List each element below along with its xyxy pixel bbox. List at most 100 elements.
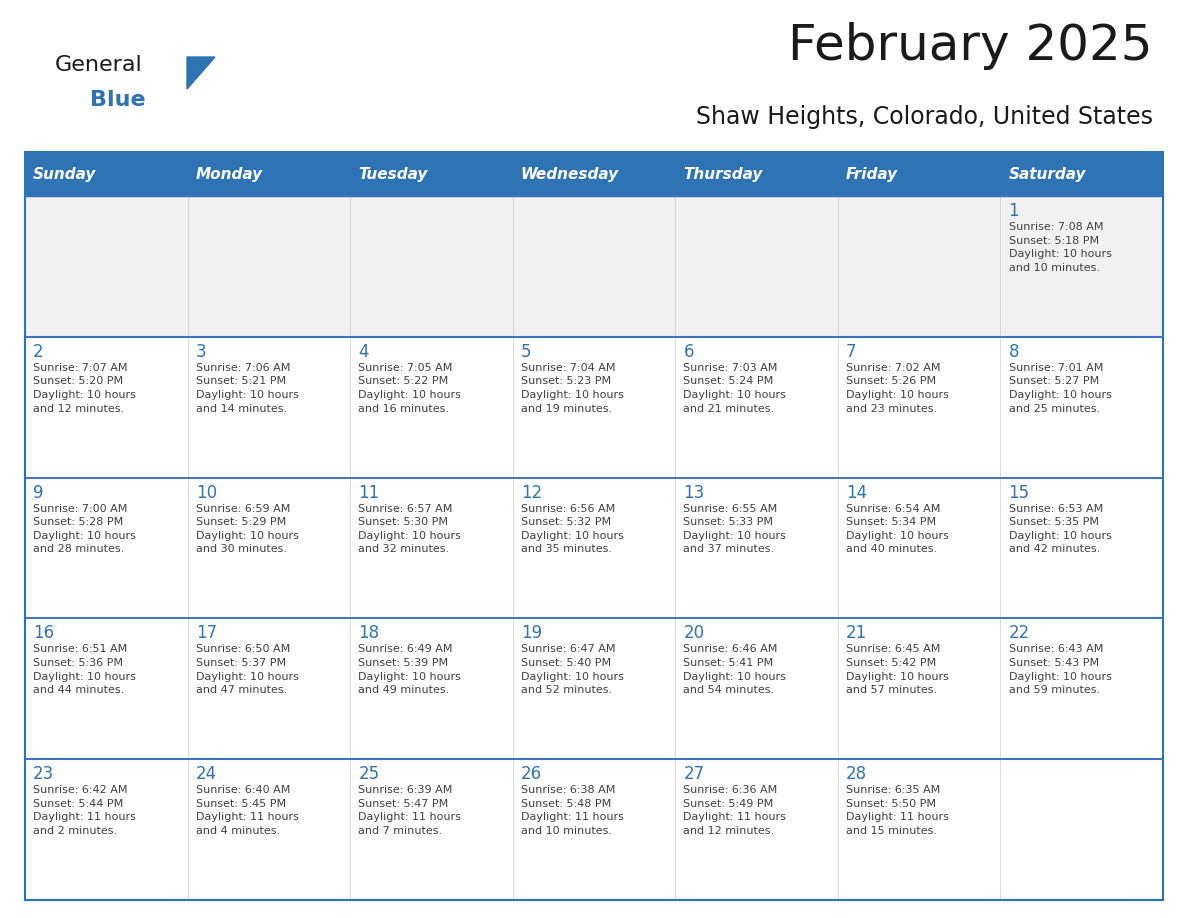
Text: Sunrise: 6:43 AM
Sunset: 5:43 PM
Daylight: 10 hours
and 59 minutes.: Sunrise: 6:43 AM Sunset: 5:43 PM Dayligh… xyxy=(1009,644,1112,695)
Text: Sunrise: 7:02 AM
Sunset: 5:26 PM
Daylight: 10 hours
and 23 minutes.: Sunrise: 7:02 AM Sunset: 5:26 PM Dayligh… xyxy=(846,363,949,414)
Text: 18: 18 xyxy=(359,624,379,643)
Bar xyxy=(513,477,675,619)
Text: Sunrise: 6:50 AM
Sunset: 5:37 PM
Daylight: 10 hours
and 47 minutes.: Sunrise: 6:50 AM Sunset: 5:37 PM Dayligh… xyxy=(196,644,298,695)
Bar xyxy=(1000,477,1163,619)
Bar xyxy=(25,337,188,477)
Bar xyxy=(25,759,188,900)
Bar xyxy=(838,337,1000,477)
Text: Sunrise: 6:57 AM
Sunset: 5:30 PM
Daylight: 10 hours
and 32 minutes.: Sunrise: 6:57 AM Sunset: 5:30 PM Dayligh… xyxy=(359,504,461,554)
Bar xyxy=(350,759,513,900)
Bar xyxy=(513,619,675,759)
Text: Monday: Monday xyxy=(196,166,263,182)
Bar xyxy=(188,619,350,759)
Polygon shape xyxy=(187,57,215,89)
Text: 12: 12 xyxy=(520,484,542,501)
Bar xyxy=(25,152,188,196)
Bar xyxy=(513,337,675,477)
Text: 23: 23 xyxy=(33,766,55,783)
Bar xyxy=(675,152,838,196)
Text: Sunrise: 7:07 AM
Sunset: 5:20 PM
Daylight: 10 hours
and 12 minutes.: Sunrise: 7:07 AM Sunset: 5:20 PM Dayligh… xyxy=(33,363,135,414)
Text: Sunrise: 6:55 AM
Sunset: 5:33 PM
Daylight: 10 hours
and 37 minutes.: Sunrise: 6:55 AM Sunset: 5:33 PM Dayligh… xyxy=(683,504,786,554)
Text: Sunrise: 7:06 AM
Sunset: 5:21 PM
Daylight: 10 hours
and 14 minutes.: Sunrise: 7:06 AM Sunset: 5:21 PM Dayligh… xyxy=(196,363,298,414)
Text: 16: 16 xyxy=(33,624,55,643)
Text: 26: 26 xyxy=(520,766,542,783)
Text: 14: 14 xyxy=(846,484,867,501)
Text: Sunrise: 6:38 AM
Sunset: 5:48 PM
Daylight: 11 hours
and 10 minutes.: Sunrise: 6:38 AM Sunset: 5:48 PM Dayligh… xyxy=(520,785,624,836)
Bar xyxy=(350,196,513,337)
Text: 9: 9 xyxy=(33,484,44,501)
Text: Sunrise: 6:42 AM
Sunset: 5:44 PM
Daylight: 11 hours
and 2 minutes.: Sunrise: 6:42 AM Sunset: 5:44 PM Dayligh… xyxy=(33,785,135,836)
Bar xyxy=(350,619,513,759)
Bar xyxy=(25,619,188,759)
Text: Wednesday: Wednesday xyxy=(520,166,619,182)
Bar xyxy=(513,196,675,337)
Bar xyxy=(350,337,513,477)
Text: Sunday: Sunday xyxy=(33,166,96,182)
Bar xyxy=(838,619,1000,759)
Text: 21: 21 xyxy=(846,624,867,643)
Bar xyxy=(350,152,513,196)
Text: Sunrise: 7:04 AM
Sunset: 5:23 PM
Daylight: 10 hours
and 19 minutes.: Sunrise: 7:04 AM Sunset: 5:23 PM Dayligh… xyxy=(520,363,624,414)
Text: 7: 7 xyxy=(846,342,857,361)
Bar xyxy=(513,759,675,900)
Bar xyxy=(188,337,350,477)
Bar xyxy=(1000,337,1163,477)
Bar xyxy=(188,196,350,337)
Bar xyxy=(675,619,838,759)
Bar xyxy=(25,477,188,619)
Text: 2: 2 xyxy=(33,342,44,361)
Text: 8: 8 xyxy=(1009,342,1019,361)
Text: 28: 28 xyxy=(846,766,867,783)
Text: 15: 15 xyxy=(1009,484,1030,501)
Text: 1: 1 xyxy=(1009,202,1019,220)
Text: Blue: Blue xyxy=(90,90,146,110)
Text: 27: 27 xyxy=(683,766,704,783)
Text: Sunrise: 6:47 AM
Sunset: 5:40 PM
Daylight: 10 hours
and 52 minutes.: Sunrise: 6:47 AM Sunset: 5:40 PM Dayligh… xyxy=(520,644,624,695)
Text: 22: 22 xyxy=(1009,624,1030,643)
Text: Shaw Heights, Colorado, United States: Shaw Heights, Colorado, United States xyxy=(696,105,1154,129)
Bar xyxy=(838,152,1000,196)
Text: February 2025: February 2025 xyxy=(789,22,1154,70)
Text: 11: 11 xyxy=(359,484,379,501)
Text: 3: 3 xyxy=(196,342,207,361)
Text: Sunrise: 6:59 AM
Sunset: 5:29 PM
Daylight: 10 hours
and 30 minutes.: Sunrise: 6:59 AM Sunset: 5:29 PM Dayligh… xyxy=(196,504,298,554)
Text: Sunrise: 6:49 AM
Sunset: 5:39 PM
Daylight: 10 hours
and 49 minutes.: Sunrise: 6:49 AM Sunset: 5:39 PM Dayligh… xyxy=(359,644,461,695)
Text: Sunrise: 7:01 AM
Sunset: 5:27 PM
Daylight: 10 hours
and 25 minutes.: Sunrise: 7:01 AM Sunset: 5:27 PM Dayligh… xyxy=(1009,363,1112,414)
Text: Thursday: Thursday xyxy=(683,166,763,182)
Text: 6: 6 xyxy=(683,342,694,361)
Bar xyxy=(1000,152,1163,196)
Text: Sunrise: 6:53 AM
Sunset: 5:35 PM
Daylight: 10 hours
and 42 minutes.: Sunrise: 6:53 AM Sunset: 5:35 PM Dayligh… xyxy=(1009,504,1112,554)
Bar xyxy=(675,477,838,619)
Bar xyxy=(838,477,1000,619)
Text: General: General xyxy=(55,55,143,75)
Bar xyxy=(675,196,838,337)
Text: 10: 10 xyxy=(196,484,217,501)
Text: Sunrise: 6:36 AM
Sunset: 5:49 PM
Daylight: 11 hours
and 12 minutes.: Sunrise: 6:36 AM Sunset: 5:49 PM Dayligh… xyxy=(683,785,786,836)
Bar xyxy=(188,759,350,900)
Bar xyxy=(675,759,838,900)
Bar xyxy=(1000,196,1163,337)
Bar xyxy=(25,152,1163,900)
Text: 25: 25 xyxy=(359,766,379,783)
Text: 24: 24 xyxy=(196,766,217,783)
Bar xyxy=(350,477,513,619)
Text: Sunrise: 7:00 AM
Sunset: 5:28 PM
Daylight: 10 hours
and 28 minutes.: Sunrise: 7:00 AM Sunset: 5:28 PM Dayligh… xyxy=(33,504,135,554)
Bar xyxy=(1000,619,1163,759)
Bar xyxy=(1000,759,1163,900)
Text: Sunrise: 6:39 AM
Sunset: 5:47 PM
Daylight: 11 hours
and 7 minutes.: Sunrise: 6:39 AM Sunset: 5:47 PM Dayligh… xyxy=(359,785,461,836)
Text: Saturday: Saturday xyxy=(1009,166,1086,182)
Text: Sunrise: 7:08 AM
Sunset: 5:18 PM
Daylight: 10 hours
and 10 minutes.: Sunrise: 7:08 AM Sunset: 5:18 PM Dayligh… xyxy=(1009,222,1112,273)
Text: Sunrise: 6:54 AM
Sunset: 5:34 PM
Daylight: 10 hours
and 40 minutes.: Sunrise: 6:54 AM Sunset: 5:34 PM Dayligh… xyxy=(846,504,949,554)
Bar xyxy=(188,152,350,196)
Text: 4: 4 xyxy=(359,342,368,361)
Bar xyxy=(838,196,1000,337)
Text: Tuesday: Tuesday xyxy=(359,166,428,182)
Text: 20: 20 xyxy=(683,624,704,643)
Text: Sunrise: 7:05 AM
Sunset: 5:22 PM
Daylight: 10 hours
and 16 minutes.: Sunrise: 7:05 AM Sunset: 5:22 PM Dayligh… xyxy=(359,363,461,414)
Text: Sunrise: 7:03 AM
Sunset: 5:24 PM
Daylight: 10 hours
and 21 minutes.: Sunrise: 7:03 AM Sunset: 5:24 PM Dayligh… xyxy=(683,363,786,414)
Bar xyxy=(513,152,675,196)
Bar xyxy=(838,759,1000,900)
Text: 13: 13 xyxy=(683,484,704,501)
Text: Friday: Friday xyxy=(846,166,898,182)
Text: Sunrise: 6:56 AM
Sunset: 5:32 PM
Daylight: 10 hours
and 35 minutes.: Sunrise: 6:56 AM Sunset: 5:32 PM Dayligh… xyxy=(520,504,624,554)
